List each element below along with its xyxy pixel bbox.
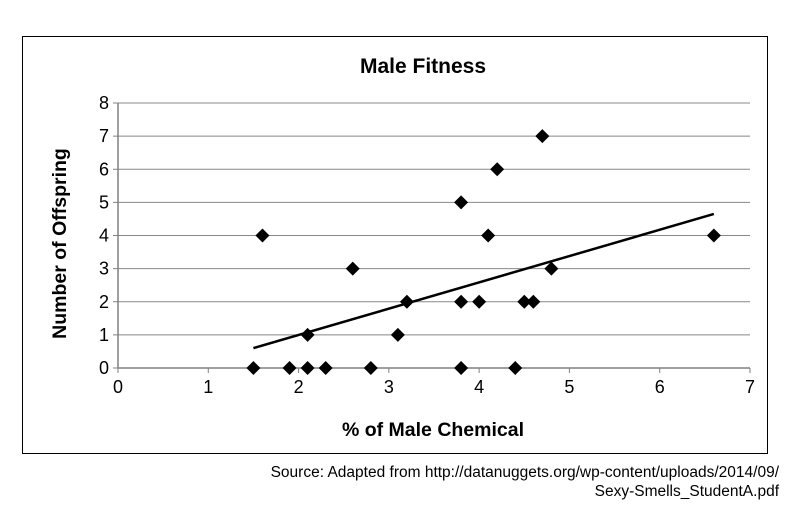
- x-tick-label: 2: [294, 377, 304, 397]
- y-tick-label: 5: [99, 192, 109, 212]
- y-axis-label: Number of Offspring: [49, 148, 71, 339]
- x-tick-label: 4: [474, 377, 484, 397]
- data-point: [318, 361, 333, 375]
- data-point: [706, 228, 721, 243]
- data-point: [246, 361, 261, 375]
- data-point: [399, 294, 414, 309]
- data-point: [345, 261, 360, 276]
- y-tick-label: 6: [99, 159, 109, 179]
- trend-line: [253, 212, 715, 350]
- y-tick-label: 0: [99, 358, 109, 378]
- data-point: [454, 195, 469, 210]
- data-point: [390, 327, 405, 342]
- y-tick-label: 1: [99, 325, 109, 345]
- data-point: [544, 261, 559, 276]
- data-point: [508, 361, 523, 375]
- x-tick-label: 3: [384, 377, 394, 397]
- x-tick-label: 6: [655, 377, 665, 397]
- source-line-2: Sexy-Smells_StudentA.pdf: [594, 483, 779, 500]
- y-tick-label: 8: [99, 93, 109, 113]
- x-tick-label: 7: [745, 377, 755, 397]
- data-point: [481, 228, 496, 243]
- x-tick-label: 1: [203, 377, 213, 397]
- chart-frame: 0 1 2 3 4 5 6 7 8 0 1 2 3 4 5 6 7 Male Fitness % of Male C…: [22, 36, 768, 454]
- data-point: [490, 162, 505, 177]
- data-point: [300, 361, 315, 375]
- data-point: [454, 361, 469, 375]
- data-point: [526, 294, 541, 309]
- y-tick-label: 7: [99, 126, 109, 146]
- chart-title: Male Fitness: [360, 55, 486, 78]
- data-point: [454, 294, 469, 309]
- y-tick-label: 4: [99, 226, 109, 246]
- y-tick-label: 3: [99, 259, 109, 279]
- data-point: [282, 361, 297, 375]
- data-point: [472, 294, 487, 309]
- source-line-1: Source: Adapted from http://datanuggets.…: [270, 464, 779, 481]
- data-point: [300, 327, 315, 342]
- x-tick-label: 5: [564, 377, 574, 397]
- scatter-chart: 0 1 2 3 4 5 6 7 8 0 1 2 3 4 5 6 7 Male Fitness % of Male C…: [49, 55, 755, 441]
- x-tick-label: 0: [113, 377, 123, 397]
- x-axis-label: % of Male Chemical: [342, 419, 524, 441]
- y-tick-label: 2: [99, 292, 109, 312]
- data-point: [363, 361, 378, 375]
- data-point: [535, 129, 550, 144]
- data-point: [517, 294, 532, 309]
- data-point: [255, 228, 270, 243]
